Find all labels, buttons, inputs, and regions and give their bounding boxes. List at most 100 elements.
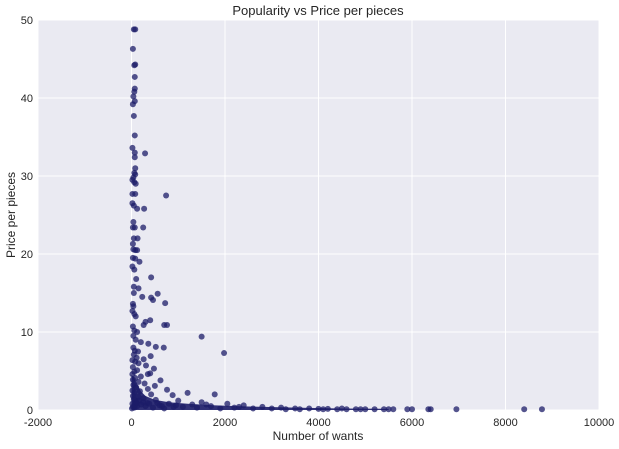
data-point (164, 321, 171, 328)
data-point (131, 85, 138, 92)
data-point (132, 61, 139, 68)
data-point (131, 224, 138, 231)
y-tick-label: 40 (21, 93, 33, 105)
data-point (141, 380, 148, 387)
data-point (129, 45, 136, 52)
x-tick-label: 2000 (213, 417, 237, 429)
data-point (371, 406, 378, 413)
data-point (380, 406, 387, 413)
data-point (184, 389, 191, 396)
data-point (162, 300, 169, 307)
data-point (157, 377, 164, 384)
data-point (131, 154, 138, 161)
data-point (135, 360, 142, 367)
x-axis-title: Number of wants (273, 429, 364, 443)
data-point (198, 333, 205, 340)
x-tick-labels: -2000 0 2000 4000 6000 8000 10000 (24, 417, 614, 429)
data-point (137, 373, 144, 380)
data-point (250, 405, 257, 412)
data-point (130, 219, 137, 226)
x-tick-label: 8000 (493, 417, 517, 429)
data-point (296, 406, 303, 413)
data-point (268, 405, 275, 412)
data-point (404, 406, 411, 413)
data-point (131, 132, 138, 139)
data-point (538, 406, 545, 413)
data-point (282, 406, 289, 413)
data-point (129, 144, 136, 151)
data-point (207, 403, 214, 410)
data-point (151, 382, 158, 389)
data-point (132, 165, 139, 172)
data-point (148, 274, 155, 281)
data-point (133, 275, 140, 282)
data-point (130, 112, 137, 119)
data-point (390, 406, 397, 413)
data-point (132, 26, 139, 33)
data-point (160, 344, 167, 351)
data-point (129, 376, 136, 383)
data-point (224, 400, 231, 407)
data-point (334, 406, 341, 413)
data-point (147, 370, 154, 377)
chart-title: Popularity vs Price per pieces (232, 3, 404, 18)
data-point (163, 192, 170, 199)
data-point (132, 336, 139, 343)
data-point (161, 405, 168, 412)
data-point (134, 235, 141, 242)
x-tick-label: 0 (128, 417, 134, 429)
x-tick-label: 10000 (584, 417, 615, 429)
data-point (131, 266, 138, 273)
data-point (137, 339, 144, 346)
data-point (154, 290, 161, 297)
data-point (150, 404, 157, 411)
data-point (139, 293, 146, 300)
data-point (179, 403, 186, 410)
data-point (152, 343, 159, 350)
data-point (362, 406, 369, 413)
data-point (132, 255, 139, 262)
data-point (129, 364, 136, 371)
data-point (146, 400, 153, 407)
y-tick-label: 10 (21, 327, 33, 339)
y-axis-title: Price per pieces (4, 172, 18, 258)
data-point (172, 402, 179, 409)
data-point (240, 402, 247, 409)
data-point (140, 356, 147, 363)
data-point (165, 400, 172, 407)
data-point (136, 388, 143, 395)
data-point (236, 403, 243, 410)
data-points (128, 26, 545, 413)
x-tick-label: -2000 (24, 417, 52, 429)
data-point (147, 317, 154, 324)
data-point (189, 401, 196, 408)
y-tick-label: 50 (21, 15, 33, 27)
data-point (211, 391, 218, 398)
data-point (231, 404, 238, 411)
y-tick-label: 30 (21, 171, 33, 183)
data-point (136, 258, 143, 265)
data-point (193, 404, 200, 411)
data-point (453, 406, 460, 413)
data-point (131, 98, 138, 105)
data-point (164, 386, 171, 393)
y-tick-labels: 0 10 20 30 40 50 (21, 15, 33, 417)
data-point (140, 224, 147, 231)
data-point (338, 405, 345, 412)
data-point (147, 353, 154, 360)
data-point (203, 401, 210, 408)
data-point (278, 404, 285, 411)
data-point (132, 313, 139, 320)
data-point (141, 205, 148, 212)
data-point (131, 149, 138, 156)
data-point (175, 397, 182, 404)
data-point (135, 285, 142, 292)
data-point (134, 205, 141, 212)
data-point (320, 406, 327, 413)
data-point (169, 392, 176, 399)
x-tick-label: 6000 (400, 417, 424, 429)
data-point (521, 406, 528, 413)
y-tick-label: 0 (27, 405, 33, 417)
data-point (221, 350, 228, 357)
